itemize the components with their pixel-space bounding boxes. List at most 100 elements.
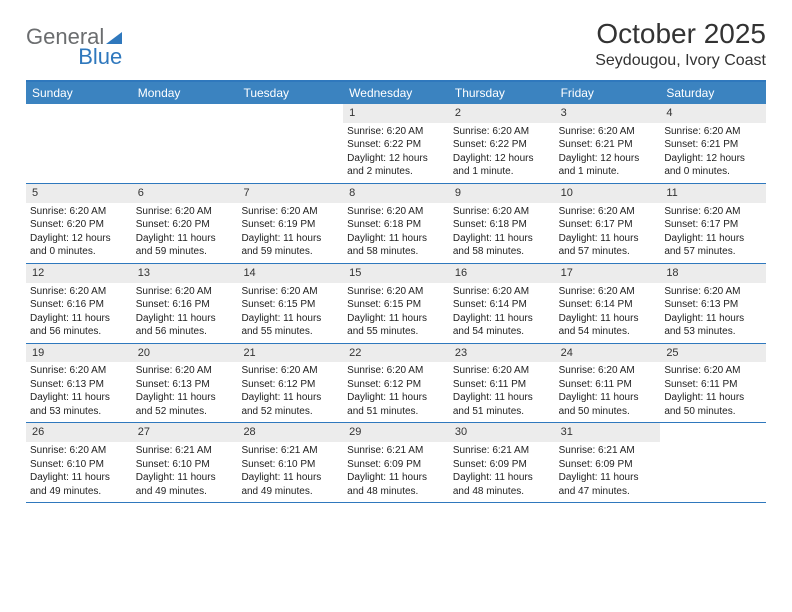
weekday-saturday: Saturday — [660, 82, 766, 104]
day-cell: 9Sunrise: 6:20 AMSunset: 6:18 PMDaylight… — [449, 184, 555, 263]
sunrise-line: Sunrise: 6:20 AM — [559, 125, 657, 139]
day-cell: 25Sunrise: 6:20 AMSunset: 6:11 PMDayligh… — [660, 344, 766, 423]
sunset-line: Sunset: 6:11 PM — [559, 378, 657, 392]
day-number: 27 — [132, 423, 238, 442]
day-number: 31 — [555, 423, 661, 442]
weekday-row: SundayMondayTuesdayWednesdayThursdayFrid… — [26, 82, 766, 104]
sunrise-line: Sunrise: 6:20 AM — [347, 125, 445, 139]
daylight-line: Daylight: 12 hours and 1 minute. — [453, 152, 551, 179]
calendar: SundayMondayTuesdayWednesdayThursdayFrid… — [26, 80, 766, 503]
daylight-line: Daylight: 11 hours and 49 minutes. — [241, 471, 339, 498]
day-number: 6 — [132, 184, 238, 203]
sunrise-line: Sunrise: 6:20 AM — [30, 285, 128, 299]
weekday-friday: Friday — [555, 82, 661, 104]
day-number: 17 — [555, 264, 661, 283]
day-number: 2 — [449, 104, 555, 123]
sunset-line: Sunset: 6:19 PM — [241, 218, 339, 232]
sunrise-line: Sunrise: 6:20 AM — [453, 364, 551, 378]
day-number — [132, 104, 238, 123]
week-row: 5Sunrise: 6:20 AMSunset: 6:20 PMDaylight… — [26, 184, 766, 264]
weekday-tuesday: Tuesday — [237, 82, 343, 104]
sunrise-line: Sunrise: 6:20 AM — [664, 125, 762, 139]
day-cell: 15Sunrise: 6:20 AMSunset: 6:15 PMDayligh… — [343, 264, 449, 343]
day-number: 8 — [343, 184, 449, 203]
sunset-line: Sunset: 6:17 PM — [559, 218, 657, 232]
sunrise-line: Sunrise: 6:20 AM — [664, 205, 762, 219]
sunrise-line: Sunrise: 6:21 AM — [136, 444, 234, 458]
day-cell: 18Sunrise: 6:20 AMSunset: 6:13 PMDayligh… — [660, 264, 766, 343]
day-cell: 8Sunrise: 6:20 AMSunset: 6:18 PMDaylight… — [343, 184, 449, 263]
sunset-line: Sunset: 6:14 PM — [453, 298, 551, 312]
day-number: 22 — [343, 344, 449, 363]
sunset-line: Sunset: 6:20 PM — [136, 218, 234, 232]
sunset-line: Sunset: 6:09 PM — [559, 458, 657, 472]
daylight-line: Daylight: 11 hours and 53 minutes. — [664, 312, 762, 339]
day-number: 19 — [26, 344, 132, 363]
day-number: 1 — [343, 104, 449, 123]
sunrise-line: Sunrise: 6:20 AM — [30, 364, 128, 378]
day-cell: 19Sunrise: 6:20 AMSunset: 6:13 PMDayligh… — [26, 344, 132, 423]
sunrise-line: Sunrise: 6:20 AM — [241, 364, 339, 378]
day-cell: 21Sunrise: 6:20 AMSunset: 6:12 PMDayligh… — [237, 344, 343, 423]
day-cell: 23Sunrise: 6:20 AMSunset: 6:11 PMDayligh… — [449, 344, 555, 423]
sunrise-line: Sunrise: 6:20 AM — [136, 364, 234, 378]
day-cell: 29Sunrise: 6:21 AMSunset: 6:09 PMDayligh… — [343, 423, 449, 502]
weeks-container: 1Sunrise: 6:20 AMSunset: 6:22 PMDaylight… — [26, 104, 766, 503]
sunrise-line: Sunrise: 6:20 AM — [30, 205, 128, 219]
sunset-line: Sunset: 6:18 PM — [347, 218, 445, 232]
daylight-line: Daylight: 11 hours and 54 minutes. — [453, 312, 551, 339]
sunset-line: Sunset: 6:15 PM — [347, 298, 445, 312]
day-number — [660, 423, 766, 442]
daylight-line: Daylight: 11 hours and 59 minutes. — [241, 232, 339, 259]
day-number: 18 — [660, 264, 766, 283]
day-cell: 24Sunrise: 6:20 AMSunset: 6:11 PMDayligh… — [555, 344, 661, 423]
day-cell: 5Sunrise: 6:20 AMSunset: 6:20 PMDaylight… — [26, 184, 132, 263]
daylight-line: Daylight: 11 hours and 48 minutes. — [347, 471, 445, 498]
day-number: 24 — [555, 344, 661, 363]
day-cell: 13Sunrise: 6:20 AMSunset: 6:16 PMDayligh… — [132, 264, 238, 343]
sunrise-line: Sunrise: 6:20 AM — [347, 205, 445, 219]
daylight-line: Daylight: 11 hours and 54 minutes. — [559, 312, 657, 339]
sunset-line: Sunset: 6:13 PM — [30, 378, 128, 392]
day-number: 25 — [660, 344, 766, 363]
daylight-line: Daylight: 11 hours and 57 minutes. — [664, 232, 762, 259]
sunset-line: Sunset: 6:14 PM — [559, 298, 657, 312]
calendar-page: GeneralBlue October 2025 Seydougou, Ivor… — [0, 0, 792, 513]
sunset-line: Sunset: 6:13 PM — [136, 378, 234, 392]
day-number — [237, 104, 343, 123]
day-cell: 7Sunrise: 6:20 AMSunset: 6:19 PMDaylight… — [237, 184, 343, 263]
day-number: 29 — [343, 423, 449, 442]
daylight-line: Daylight: 11 hours and 59 minutes. — [136, 232, 234, 259]
daylight-line: Daylight: 11 hours and 52 minutes. — [136, 391, 234, 418]
day-number: 13 — [132, 264, 238, 283]
sunrise-line: Sunrise: 6:20 AM — [559, 285, 657, 299]
day-number: 3 — [555, 104, 661, 123]
sunset-line: Sunset: 6:21 PM — [559, 138, 657, 152]
sunrise-line: Sunrise: 6:21 AM — [559, 444, 657, 458]
daylight-line: Daylight: 11 hours and 58 minutes. — [453, 232, 551, 259]
logo: GeneralBlue — [26, 18, 122, 50]
title-block: October 2025 Seydougou, Ivory Coast — [595, 18, 766, 70]
sunrise-line: Sunrise: 6:20 AM — [559, 364, 657, 378]
sunset-line: Sunset: 6:16 PM — [136, 298, 234, 312]
daylight-line: Daylight: 11 hours and 51 minutes. — [453, 391, 551, 418]
week-row: 12Sunrise: 6:20 AMSunset: 6:16 PMDayligh… — [26, 264, 766, 344]
sunset-line: Sunset: 6:09 PM — [453, 458, 551, 472]
daylight-line: Daylight: 11 hours and 55 minutes. — [241, 312, 339, 339]
sunset-line: Sunset: 6:15 PM — [241, 298, 339, 312]
sunset-line: Sunset: 6:12 PM — [347, 378, 445, 392]
day-number: 28 — [237, 423, 343, 442]
weekday-sunday: Sunday — [26, 82, 132, 104]
day-cell: 22Sunrise: 6:20 AMSunset: 6:12 PMDayligh… — [343, 344, 449, 423]
day-number: 5 — [26, 184, 132, 203]
day-number: 15 — [343, 264, 449, 283]
daylight-line: Daylight: 11 hours and 56 minutes. — [30, 312, 128, 339]
day-number: 30 — [449, 423, 555, 442]
day-empty — [132, 104, 238, 183]
sunrise-line: Sunrise: 6:21 AM — [241, 444, 339, 458]
day-cell: 12Sunrise: 6:20 AMSunset: 6:16 PMDayligh… — [26, 264, 132, 343]
sunrise-line: Sunrise: 6:20 AM — [453, 285, 551, 299]
day-cell: 30Sunrise: 6:21 AMSunset: 6:09 PMDayligh… — [449, 423, 555, 502]
sunrise-line: Sunrise: 6:20 AM — [241, 205, 339, 219]
sunrise-line: Sunrise: 6:20 AM — [30, 444, 128, 458]
